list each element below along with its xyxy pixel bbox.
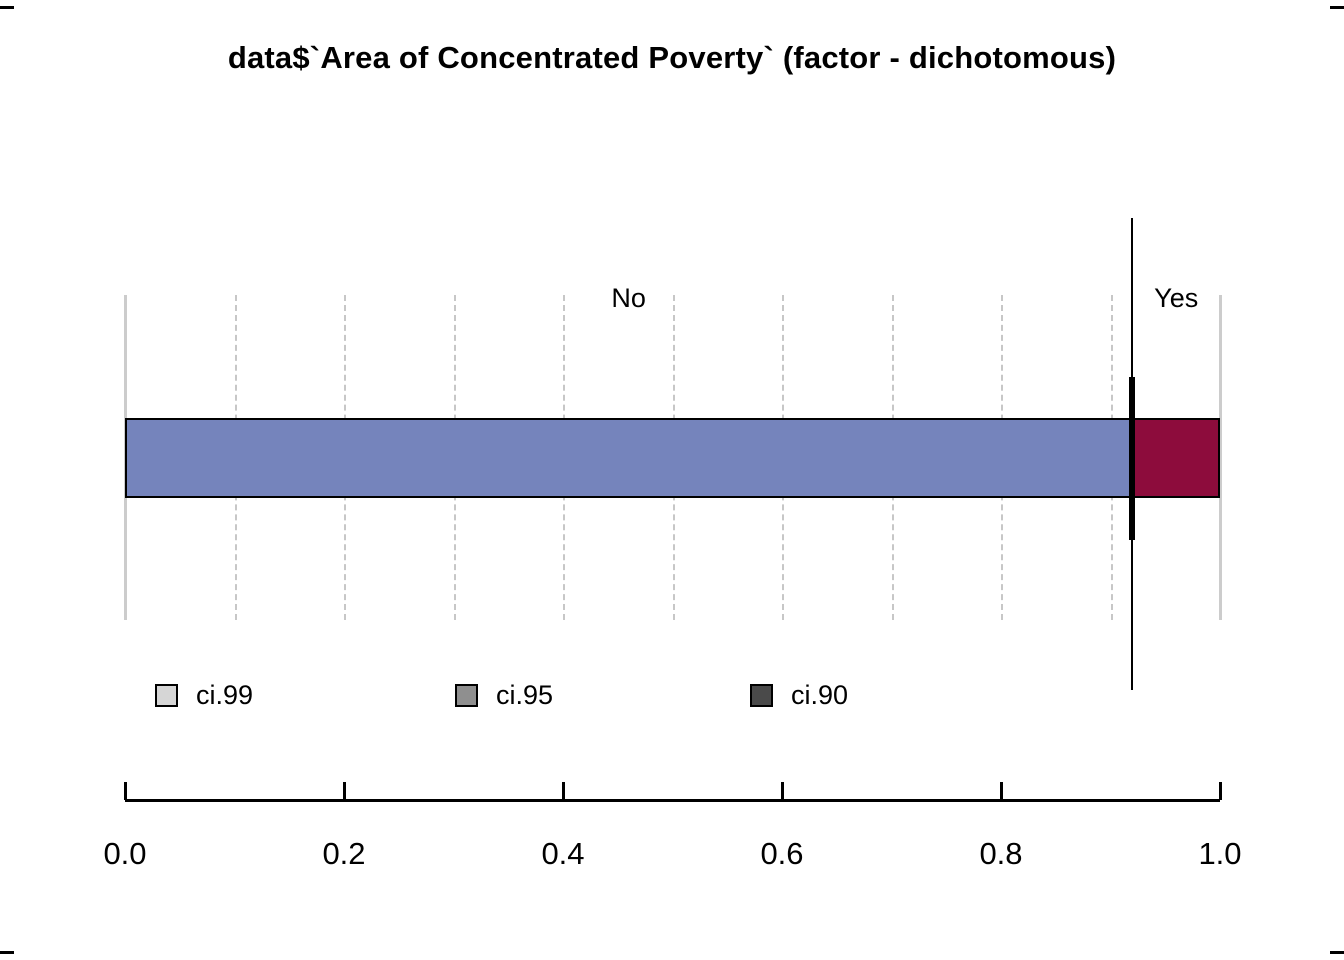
legend-label: ci.95 — [496, 680, 554, 710]
bar-segment-yes — [1132, 418, 1220, 498]
category-label-yes: Yes — [1154, 283, 1199, 313]
x-axis-tick-label: 0.4 — [541, 836, 585, 871]
legend-swatch-ci-95 — [455, 684, 478, 707]
figure-corner-mark — [0, 6, 14, 9]
bar-segment-no — [125, 418, 1133, 498]
x-axis-tick-label: 0.0 — [103, 836, 147, 871]
x-axis-tick — [999, 782, 1003, 800]
x-axis-tick-label: 0.2 — [322, 836, 366, 871]
chart-title: data$`Area of Concentrated Poverty` (fac… — [227, 40, 1117, 75]
figure-corner-mark — [0, 951, 14, 954]
legend-label: ci.99 — [196, 680, 254, 710]
x-axis-tick-label: 1.0 — [1198, 836, 1242, 871]
category-label-no: No — [611, 283, 646, 313]
legend-swatch-ci-99 — [155, 684, 178, 707]
x-axis-tick — [561, 782, 565, 800]
x-axis-tick — [342, 782, 346, 800]
legend-swatch-ci-90 — [750, 684, 773, 707]
x-axis-tick — [1218, 782, 1222, 800]
x-axis-tick — [123, 782, 127, 800]
ci-whisker — [1129, 377, 1136, 540]
x-axis-tick-label: 0.8 — [979, 836, 1023, 871]
legend-label: ci.90 — [791, 680, 849, 710]
legend-item-ci-95: ci.95 — [455, 680, 553, 711]
x-axis-tick-label: 0.6 — [760, 836, 804, 871]
figure-corner-mark — [1330, 6, 1344, 9]
figure-corner-mark — [1330, 951, 1344, 954]
legend-item-ci-99: ci.99 — [155, 680, 253, 711]
plot-edge-line — [1218, 295, 1222, 620]
x-axis-line — [125, 799, 1220, 802]
x-axis-tick — [780, 782, 784, 800]
legend-item-ci-90: ci.90 — [750, 680, 848, 711]
